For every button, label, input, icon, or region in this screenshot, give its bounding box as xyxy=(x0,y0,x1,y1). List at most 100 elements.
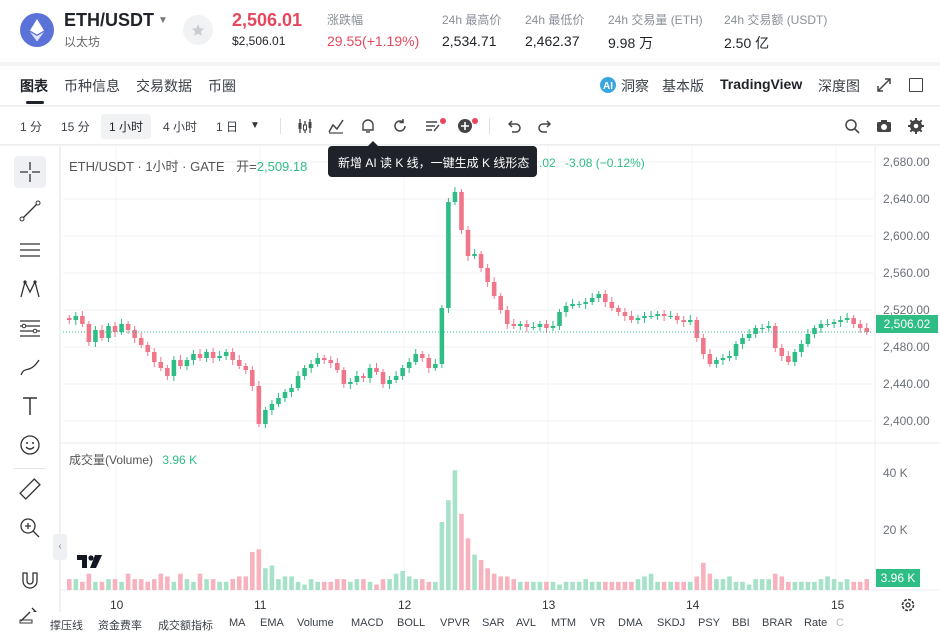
indicator-brar[interactable]: BRAR xyxy=(762,617,793,629)
crosshair-icon[interactable] xyxy=(14,156,46,188)
fullscreen-icon[interactable] xyxy=(877,78,891,92)
camera-icon[interactable] xyxy=(875,117,893,135)
indicator-mtm[interactable]: MTM xyxy=(551,617,577,629)
candle-body xyxy=(544,324,549,328)
candle-body xyxy=(786,356,791,362)
redo-icon[interactable] xyxy=(536,117,554,135)
tab-insight[interactable]: 洞察 xyxy=(621,78,649,94)
volume-bar xyxy=(544,581,549,590)
timeframe-1h[interactable]: 1 小时 xyxy=(101,114,152,139)
volume-bar xyxy=(648,573,654,590)
volume-bar xyxy=(524,581,530,590)
volume-bar xyxy=(433,581,438,590)
indicator-psy[interactable]: PSY xyxy=(698,617,721,629)
volume-bar xyxy=(557,584,562,590)
pencil-icon[interactable] xyxy=(18,608,34,624)
settings-gear-icon[interactable] xyxy=(907,117,925,135)
tab-depth[interactable]: 深度图 xyxy=(818,78,860,94)
add-indicator-icon[interactable] xyxy=(456,117,474,135)
undo-icon[interactable] xyxy=(505,117,523,135)
brush-icon[interactable] xyxy=(14,351,46,383)
trend-line-icon[interactable] xyxy=(14,195,46,227)
tab-coin-info[interactable]: 币种信息 xyxy=(64,78,120,94)
indicator-sar[interactable]: SAR xyxy=(482,617,505,629)
legend-tail: .02 xyxy=(539,156,556,170)
volume-bar xyxy=(106,579,111,590)
tab-community[interactable]: 币圈 xyxy=(208,78,236,94)
timeframe-15m[interactable]: 15 分 xyxy=(61,120,90,134)
indicator-funding-rate[interactable]: 资金费率 xyxy=(98,620,142,632)
search-icon[interactable] xyxy=(843,117,861,135)
candle-body xyxy=(165,368,170,376)
favorite-star-icon[interactable] xyxy=(183,15,213,45)
x-axis-label: 11 xyxy=(254,598,267,612)
volume-bar xyxy=(132,579,137,590)
indicator-dma[interactable]: DMA xyxy=(618,617,643,629)
timeframe-1d[interactable]: 1 日 xyxy=(216,120,239,134)
fibonacci-icon[interactable] xyxy=(14,312,46,344)
indicator-turnover[interactable]: 成交额指标 xyxy=(158,620,213,632)
volume-bar xyxy=(714,579,719,590)
y-axis-label: 2,520.00 xyxy=(883,303,930,317)
indicator-vr[interactable]: VR xyxy=(590,617,606,629)
emoji-icon[interactable] xyxy=(14,429,46,461)
volume-bar xyxy=(792,581,798,590)
indicator-avl[interactable]: AVL xyxy=(516,617,536,629)
indicator-rate[interactable]: Rate xyxy=(804,617,828,629)
candle-body xyxy=(217,356,222,358)
pair-title[interactable]: ETH/USDT xyxy=(64,10,154,30)
zoom-in-icon[interactable] xyxy=(14,512,46,544)
indicator-bbi[interactable]: BBI xyxy=(732,617,750,629)
candle-body xyxy=(387,380,392,384)
candle-body xyxy=(864,328,870,332)
ai-kline-icon[interactable] xyxy=(424,117,442,135)
chart-legend: ETH/USDT · 1小时 · GATE 开=2,509.18 xyxy=(69,156,307,175)
volume-bar xyxy=(603,581,608,590)
candle-body xyxy=(67,318,72,320)
candle-body xyxy=(341,370,347,384)
alert-icon[interactable] xyxy=(359,117,377,135)
indicator-volume[interactable]: Volume xyxy=(297,617,334,629)
text-tool-icon[interactable] xyxy=(14,390,46,422)
volume-bar xyxy=(687,581,693,590)
price-chart[interactable]: ETH/USDT · 1小时 · GATE 开=2,509.18 新增 AI 读… xyxy=(53,141,940,635)
window-icon[interactable] xyxy=(909,78,923,92)
collapse-panel-icon[interactable]: ‹ xyxy=(53,534,67,560)
replay-icon[interactable] xyxy=(391,117,409,135)
indicator-macd[interactable]: MACD xyxy=(351,617,384,629)
volume-bar xyxy=(812,581,817,590)
tab-tradingview[interactable]: TradingView xyxy=(720,76,803,92)
pattern-icon[interactable] xyxy=(14,273,46,305)
tab-basic[interactable]: 基本版 xyxy=(662,78,704,94)
timeframe-dropdown-icon[interactable]: ▼ xyxy=(250,120,260,131)
chart-settings-icon[interactable] xyxy=(900,597,916,613)
indicator-ma[interactable]: MA xyxy=(229,617,246,629)
tab-chart[interactable]: 图表 xyxy=(20,78,48,94)
timeframe-1m[interactable]: 1 分 xyxy=(20,120,43,134)
candle-body xyxy=(465,230,471,256)
indicator-vpvr[interactable]: VPVR xyxy=(440,617,470,629)
timeframe-4h[interactable]: 4 小时 xyxy=(163,120,198,134)
indicator-more[interactable]: C xyxy=(836,617,844,629)
tab-trade-data[interactable]: 交易数据 xyxy=(136,78,192,94)
parallel-lines-icon[interactable] xyxy=(14,234,46,266)
pair-dropdown-icon[interactable]: ▼ xyxy=(158,15,168,26)
volume-bar xyxy=(537,581,543,590)
indicator-skdj[interactable]: SKDJ xyxy=(657,617,686,629)
indicator-pressure-line[interactable]: 撑压线 xyxy=(50,620,83,632)
ai-insight-icon[interactable]: AI xyxy=(599,76,617,94)
candle-type-icon[interactable] xyxy=(296,117,314,135)
volume-bar xyxy=(93,581,98,590)
magnet-icon[interactable] xyxy=(14,564,46,596)
volume-bar xyxy=(583,579,588,590)
y-axis-label: 2,560.00 xyxy=(883,266,930,280)
candle-body xyxy=(485,268,490,282)
volume-bar xyxy=(825,576,830,590)
tools-divider xyxy=(14,468,46,469)
ai-feature-tooltip[interactable]: 新增 AI 读 K 线，一键生成 K 线形态 xyxy=(328,141,537,177)
indicator-boll[interactable]: BOLL xyxy=(397,617,426,629)
ruler-icon[interactable] xyxy=(14,473,46,505)
indicators-icon[interactable] xyxy=(327,117,345,135)
indicator-ema[interactable]: EMA xyxy=(260,617,284,629)
candle-body xyxy=(511,324,517,326)
